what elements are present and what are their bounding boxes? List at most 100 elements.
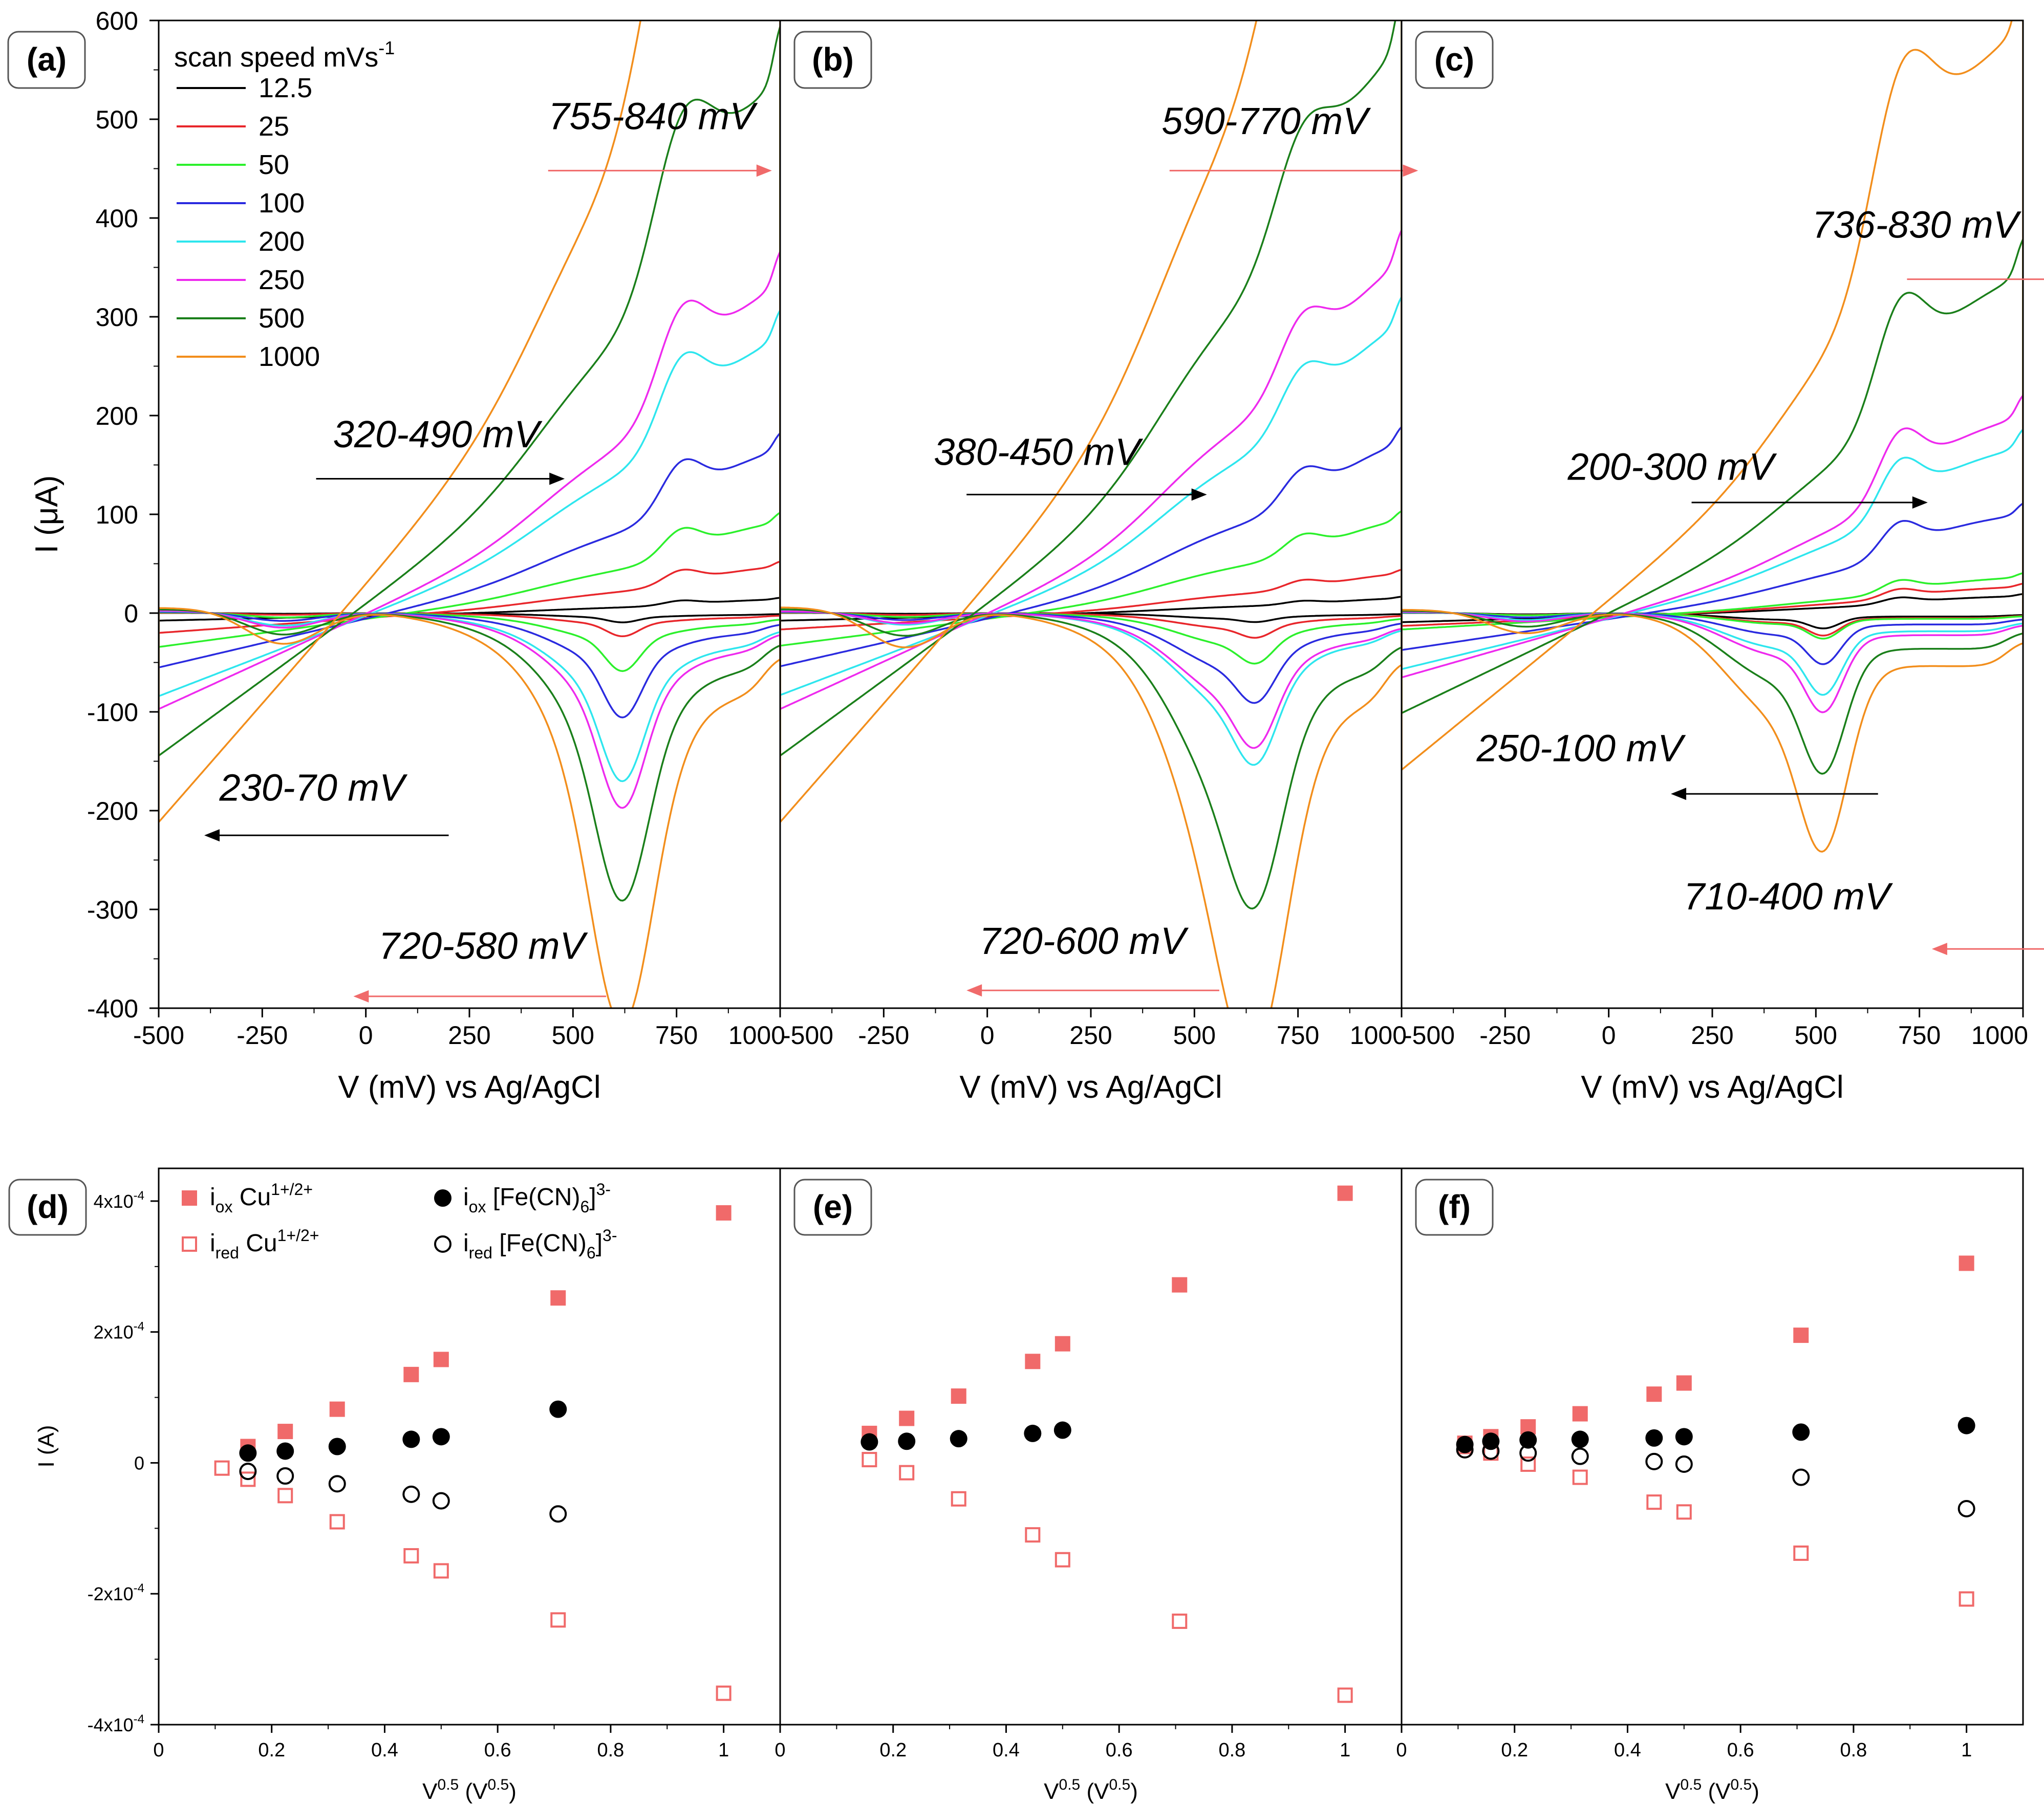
x-axis-label-base: V	[422, 1779, 438, 1804]
cv-curve-100	[159, 431, 780, 719]
x-tick-label: 1	[718, 1739, 729, 1761]
annotation-text: 736-830 mV	[1812, 204, 2022, 246]
x-axis-label-base: V	[1665, 1779, 1681, 1804]
data-point	[1959, 1255, 1974, 1271]
x-axis-label-sup2: 0.5	[487, 1776, 509, 1793]
legend-i: i	[463, 1230, 469, 1257]
data-point	[862, 1452, 877, 1468]
panel-label-box: (c)	[1415, 31, 1494, 89]
data-point	[1025, 1354, 1041, 1369]
data-point	[1337, 1687, 1353, 1703]
data-point	[1053, 1421, 1071, 1439]
legend-label: iox Cu1+/2+	[210, 1180, 313, 1216]
panel-label-frame	[1415, 1179, 1494, 1236]
x-tick-label: 0	[1396, 1739, 1407, 1761]
legend-title: scan speed mVs-1	[174, 37, 395, 73]
annotation-0: 590-770 mV	[1161, 100, 1418, 177]
x-tick-label: -250	[236, 1021, 288, 1050]
y-tick-base: -4x10	[88, 1714, 134, 1735]
annotation-text: 230-70 mV	[219, 767, 408, 809]
legend-label: iox [Fe(CN)6]3-	[463, 1180, 611, 1216]
annotation-arrow-head	[204, 829, 220, 842]
x-axis-label-sup: 0.5	[1059, 1776, 1081, 1793]
x-tick-label: -250	[1479, 1021, 1531, 1050]
cv-curve-1000	[780, 20, 1402, 1008]
plot-frame	[779, 19, 1403, 1009]
data-point	[402, 1430, 420, 1448]
legend-item: iox [Fe(CN)6]3-	[434, 1180, 611, 1216]
legend-item: 1000	[177, 341, 320, 372]
panel-label-frame	[8, 1179, 87, 1236]
annotation-text: 755-840 mV	[549, 95, 759, 137]
legend-item: 250	[177, 265, 305, 295]
data-point	[1172, 1613, 1188, 1629]
panel-label-frame	[7, 31, 86, 89]
y-tick-label: 300	[96, 303, 138, 332]
x-tick-label: 0	[1602, 1021, 1616, 1050]
plot-frame	[1401, 1167, 2024, 1726]
annotation-text: 250-100 mV	[1476, 727, 1686, 770]
x-tick-label: 250	[1069, 1021, 1112, 1050]
cv-curve-50	[159, 511, 780, 672]
legend-item: 50	[177, 149, 289, 180]
y-tick-label: 2x10-4	[94, 1320, 144, 1343]
scatter-panel-f: 0 0.2 0.4 0.6 0.8 1V0.5 (V0.5)(f)	[1396, 1167, 2024, 1804]
panel-label: (f)	[1438, 1188, 1471, 1225]
data-point	[549, 1400, 567, 1418]
annotation-text: 710-400 mV	[1684, 875, 1894, 918]
annotation-2: 250-100 mV	[1476, 727, 1878, 800]
data-point	[432, 1428, 450, 1446]
y-tick-base: -2x10	[88, 1583, 134, 1604]
x-axis-label-base: V	[1044, 1779, 1059, 1804]
annotation-arrow-head	[1403, 164, 1418, 177]
legend-title-text: scan speed mVs	[174, 42, 378, 73]
annotation-arrow-head	[1931, 943, 1947, 955]
panel-label-box: (f)	[1415, 1179, 1494, 1236]
annotation-1: 320-490 mV	[316, 413, 565, 485]
panel-label-box: (b)	[793, 31, 872, 89]
legend-i: i	[463, 1184, 469, 1211]
data-point	[860, 1433, 878, 1451]
legend-label: 25	[259, 111, 289, 142]
data-point	[1456, 1441, 1474, 1459]
x-tick-label: 0	[980, 1021, 995, 1050]
annotation-3: 710-400 mV	[1684, 875, 2044, 955]
y-tick-label: 500	[96, 105, 138, 134]
data-point	[1572, 1406, 1588, 1422]
x-axis-label: V (mV) vs Ag/AgCl	[959, 1070, 1222, 1105]
cv-curve-250	[159, 251, 780, 809]
data-point	[239, 1444, 257, 1462]
legend-label: 250	[259, 265, 305, 295]
y-tick-exp: -4	[134, 1581, 144, 1595]
legend-sup: 3-	[596, 1180, 611, 1199]
y-tick-label: -200	[87, 797, 138, 825]
data-point	[1675, 1428, 1693, 1446]
y-tick-label: 0	[134, 1452, 144, 1473]
x-axis-label-sup: 0.5	[438, 1776, 459, 1793]
y-tick-label: 600	[96, 7, 138, 35]
data-point	[716, 1205, 731, 1221]
x-tick-label: 0	[153, 1739, 164, 1761]
data-point	[1024, 1424, 1042, 1442]
annotation-arrow-head	[756, 164, 772, 177]
annotation-2: 720-600 mV	[966, 920, 1219, 997]
series-filled-square	[1457, 1255, 1974, 1451]
x-axis-label: V0.5 (V0.5)	[1665, 1776, 1759, 1804]
data-point	[277, 1488, 293, 1504]
data-point	[1792, 1423, 1810, 1441]
legend-sub2: 6	[580, 1198, 589, 1216]
y-tick-label: -400	[87, 994, 138, 1023]
x-axis-label-sup2: 0.5	[1730, 1776, 1752, 1793]
cv-panel-b: -500 -250 0 250 500 750 1000 V (mV) vs Ag/AgCl (…	[779, 19, 1418, 1105]
legend-label: ired Cu1+/2+	[210, 1226, 319, 1262]
legend-item: 12.5	[177, 73, 312, 103]
data-point	[951, 1491, 966, 1507]
legend-item: 25	[177, 111, 289, 142]
panel-label: (c)	[1434, 41, 1474, 78]
x-axis-label-sup: 0.5	[1681, 1776, 1702, 1793]
data-point	[1025, 1527, 1041, 1543]
annotation-text: 200-300 mV	[1567, 445, 1777, 488]
y-tick-label: 200	[96, 402, 138, 430]
data-point	[329, 1514, 345, 1530]
legend-item: iox Cu1+/2+	[182, 1180, 313, 1216]
